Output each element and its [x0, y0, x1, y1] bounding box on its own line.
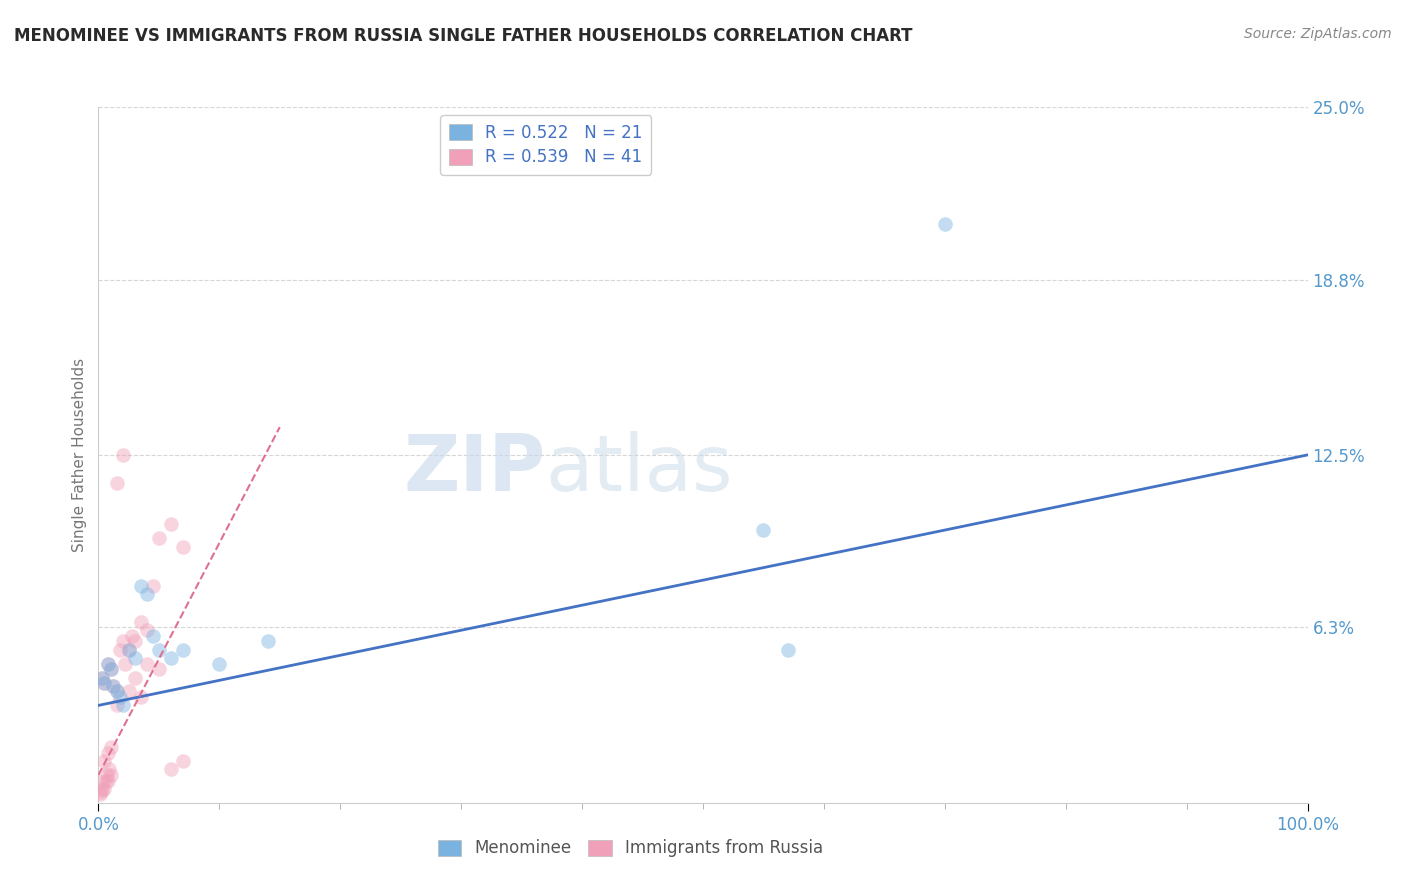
Point [934, 217, 956, 231]
Point [98, 763, 121, 777]
Point [776, 642, 799, 657]
Point [97, 773, 120, 788]
Point [105, 684, 128, 698]
Point [172, 642, 194, 657]
Point [124, 651, 146, 665]
Point [111, 634, 134, 648]
Point [89, 788, 111, 802]
Point [148, 642, 170, 657]
Point [160, 651, 183, 665]
Point [90, 785, 112, 799]
Point [111, 698, 134, 713]
Text: MENOMINEE VS IMMIGRANTS FROM RUSSIA SINGLE FATHER HOUSEHOLDS CORRELATION CHART: MENOMINEE VS IMMIGRANTS FROM RUSSIA SING… [14, 27, 912, 45]
Point [93, 676, 115, 690]
Point [118, 642, 141, 657]
Point [93, 676, 115, 690]
Point [91, 773, 114, 788]
Point [208, 657, 231, 671]
Point [111, 448, 134, 462]
Point [129, 690, 152, 704]
Point [105, 698, 128, 713]
Point [105, 684, 128, 698]
Point [135, 587, 157, 601]
Text: Source: ZipAtlas.com: Source: ZipAtlas.com [1244, 27, 1392, 41]
Point [101, 679, 124, 693]
Point [97, 657, 120, 671]
Point [129, 579, 152, 593]
Point [91, 781, 114, 796]
Point [118, 684, 141, 698]
Point [97, 657, 120, 671]
Y-axis label: Single Father Households: Single Father Households [72, 358, 87, 552]
Point [752, 523, 775, 537]
Point [114, 657, 136, 671]
Point [256, 634, 278, 648]
Point [129, 615, 152, 629]
Point [142, 579, 165, 593]
Text: ZIP: ZIP [404, 431, 546, 507]
Point [100, 662, 122, 676]
Point [91, 671, 114, 685]
Point [172, 540, 194, 554]
Point [148, 662, 170, 676]
Legend: Menominee, Immigrants from Russia: Menominee, Immigrants from Russia [432, 833, 830, 864]
Point [108, 642, 131, 657]
Point [93, 754, 115, 768]
Point [97, 746, 120, 760]
Point [124, 671, 146, 685]
Point [118, 642, 141, 657]
Point [135, 657, 157, 671]
Point [160, 763, 183, 777]
Point [94, 773, 117, 788]
Point [124, 634, 146, 648]
Point [121, 629, 143, 643]
Point [172, 754, 194, 768]
Point [100, 740, 122, 755]
Point [105, 475, 128, 490]
Point [160, 517, 183, 532]
Point [108, 690, 131, 704]
Point [101, 679, 124, 693]
Point [96, 768, 118, 782]
Point [100, 768, 122, 782]
Point [93, 781, 115, 796]
Point [148, 532, 170, 546]
Point [91, 671, 114, 685]
Point [100, 662, 122, 676]
Text: atlas: atlas [546, 431, 734, 507]
Point [142, 629, 165, 643]
Point [135, 624, 157, 638]
